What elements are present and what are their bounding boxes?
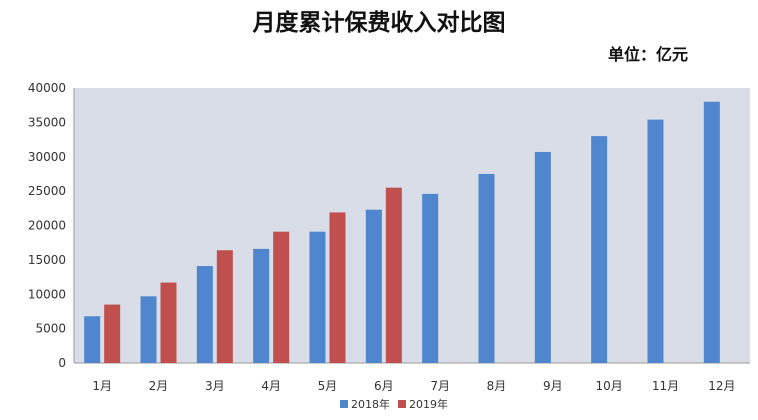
bar-2019年-4月 bbox=[273, 231, 290, 363]
bar-2018年-11月 bbox=[647, 119, 664, 363]
x-tick-label: 7月 bbox=[430, 379, 450, 393]
bar-2019年-3月 bbox=[216, 250, 233, 363]
unit-label: 单位：亿元 bbox=[608, 45, 688, 64]
plot-area bbox=[74, 88, 750, 363]
bar-2018年-3月 bbox=[196, 266, 213, 363]
x-tick-label: 10月 bbox=[596, 379, 623, 393]
x-axis-ticks: 1月 2月 3月 4月 5月 6月 7月 8月 9月 10月 11月 12月 bbox=[92, 379, 735, 393]
legend-swatch bbox=[340, 400, 348, 408]
legend-label: 2019年 bbox=[409, 397, 448, 411]
bar-2018年-10月 bbox=[591, 136, 608, 363]
legend-swatch bbox=[398, 400, 406, 408]
bar-2018年-4月 bbox=[253, 248, 270, 363]
bar-2019年-6月 bbox=[385, 187, 402, 363]
bar-2018年-1月 bbox=[84, 316, 101, 363]
bar-2018年-9月 bbox=[534, 151, 551, 363]
x-tick-label: 2月 bbox=[149, 379, 169, 393]
y-tick-label: 30000 bbox=[28, 150, 66, 164]
x-tick-label: 1月 bbox=[92, 379, 112, 393]
y-tick-label: 10000 bbox=[28, 287, 66, 301]
legend-label: 2018年 bbox=[351, 397, 390, 411]
x-tick-label: 9月 bbox=[543, 379, 563, 393]
y-tick-label: 20000 bbox=[28, 219, 66, 233]
x-tick-label: 3月 bbox=[205, 379, 225, 393]
x-tick-label: 11月 bbox=[652, 379, 679, 393]
y-tick-label: 40000 bbox=[28, 81, 66, 95]
bar-2018年-6月 bbox=[365, 209, 382, 363]
y-tick-label: 5000 bbox=[35, 322, 66, 336]
x-tick-label: 5月 bbox=[318, 379, 338, 393]
y-tick-label: 25000 bbox=[28, 184, 66, 198]
y-tick-label: 15000 bbox=[28, 253, 66, 267]
x-tick-label: 12月 bbox=[708, 379, 735, 393]
x-tick-label: 8月 bbox=[487, 379, 507, 393]
legend: 2018年 2019年 bbox=[340, 397, 448, 411]
bar-2018年-7月 bbox=[422, 193, 439, 363]
bar-group bbox=[84, 101, 720, 363]
y-axis-ticks: 0 5000 10000 15000 20000 25000 30000 35000 40000 bbox=[28, 81, 66, 370]
bar-2018年-5月 bbox=[309, 231, 326, 363]
x-tick-label: 4月 bbox=[261, 379, 281, 393]
x-tick-label: 6月 bbox=[374, 379, 394, 393]
chart-title: 月度累计保费收入对比图 bbox=[252, 9, 506, 36]
bar-2018年-2月 bbox=[140, 296, 157, 363]
bar-2018年-12月 bbox=[703, 101, 720, 363]
bar-2019年-1月 bbox=[104, 304, 121, 363]
y-tick-label: 35000 bbox=[28, 115, 66, 129]
bar-2018年-8月 bbox=[478, 173, 495, 363]
y-tick-label: 0 bbox=[58, 356, 66, 370]
bar-2019年-5月 bbox=[329, 212, 346, 363]
bar-2019年-2月 bbox=[160, 282, 177, 363]
